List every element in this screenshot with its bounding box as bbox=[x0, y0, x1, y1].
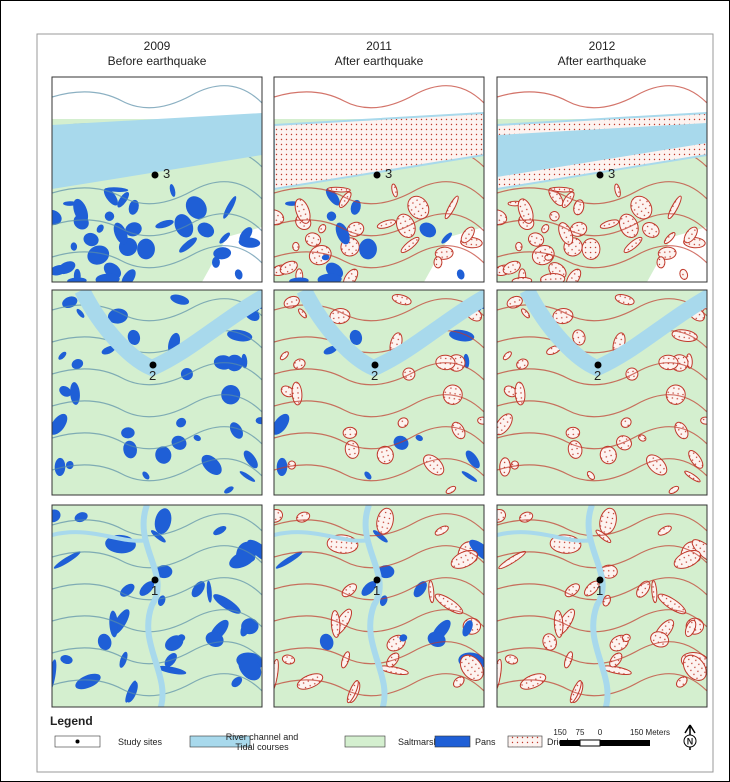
site-label: 1 bbox=[151, 583, 158, 598]
column-year: 2012 bbox=[589, 39, 616, 53]
map-content bbox=[269, 290, 490, 495]
site-label: 3 bbox=[608, 166, 615, 181]
map-panel: 1 bbox=[266, 505, 499, 710]
column-year: 2011 bbox=[366, 39, 392, 53]
map-panel: 2 bbox=[492, 290, 713, 495]
column-caption: After earthquake bbox=[558, 54, 647, 68]
site-label: 3 bbox=[385, 166, 392, 181]
map-patch bbox=[292, 242, 299, 251]
map-patch bbox=[657, 257, 665, 268]
legend-swatch bbox=[345, 736, 385, 747]
scale-seg bbox=[560, 740, 580, 746]
site-label: 2 bbox=[149, 368, 156, 383]
legend-label: Tidal courses bbox=[235, 742, 289, 752]
legend-label: Pans bbox=[475, 737, 496, 747]
map-content bbox=[47, 290, 268, 495]
scale-label: 75 bbox=[576, 728, 585, 737]
map-content bbox=[486, 77, 707, 289]
column-caption: Before earthquake bbox=[108, 54, 207, 68]
map-content bbox=[492, 290, 713, 495]
site-label: 2 bbox=[594, 368, 601, 383]
map-panel: 3 bbox=[486, 77, 707, 289]
map-patch bbox=[515, 242, 522, 251]
north-label: N bbox=[687, 737, 694, 747]
open-area bbox=[497, 77, 707, 119]
map-patch bbox=[566, 427, 580, 439]
map-patch bbox=[212, 257, 220, 268]
site-label: 1 bbox=[373, 583, 380, 598]
map-panel: 2 bbox=[269, 290, 490, 495]
legend-label: Saltmarsh bbox=[398, 737, 439, 747]
open-area bbox=[52, 77, 262, 119]
column-year: 2009 bbox=[144, 39, 171, 53]
map-patch bbox=[343, 427, 357, 439]
figure: 3 3 3 2 2 2 1 1 1 Legend Study sites River channe… bbox=[0, 0, 730, 782]
map-panel: 3 bbox=[41, 77, 262, 289]
study-site bbox=[597, 172, 604, 179]
site-label: 3 bbox=[163, 166, 170, 181]
map-content bbox=[263, 77, 484, 289]
map-panel: 3 bbox=[263, 77, 484, 289]
map-panel: 2 bbox=[47, 290, 268, 495]
site-label: 2 bbox=[371, 368, 378, 383]
scale-label: 150 Meters bbox=[630, 728, 670, 737]
legend-swatch bbox=[435, 736, 470, 747]
legend-swatch bbox=[508, 736, 542, 747]
map-patch bbox=[434, 257, 442, 268]
legend-label: Study sites bbox=[118, 737, 163, 747]
open-area bbox=[274, 77, 484, 119]
column-caption: After earthquake bbox=[335, 54, 424, 68]
map-content bbox=[44, 505, 277, 710]
scale-label: 150 bbox=[553, 728, 567, 737]
scale-label: 0 bbox=[598, 728, 603, 737]
map-grid: 3 3 3 2 2 2 1 1 1 bbox=[41, 77, 723, 710]
site-label: 1 bbox=[596, 583, 603, 598]
study-site bbox=[374, 172, 381, 179]
scale-seg bbox=[580, 740, 600, 746]
map-content bbox=[41, 77, 262, 289]
map-patch bbox=[582, 239, 600, 260]
legend-title: Legend bbox=[50, 714, 93, 728]
map-content bbox=[489, 505, 722, 710]
legend-label: River channel and bbox=[226, 732, 299, 742]
study-site bbox=[152, 172, 159, 179]
legend-dot bbox=[76, 740, 80, 744]
map-content bbox=[266, 505, 499, 710]
map-panel: 1 bbox=[44, 505, 277, 710]
scale-seg bbox=[600, 740, 650, 746]
map-panel: 1 bbox=[489, 505, 722, 710]
